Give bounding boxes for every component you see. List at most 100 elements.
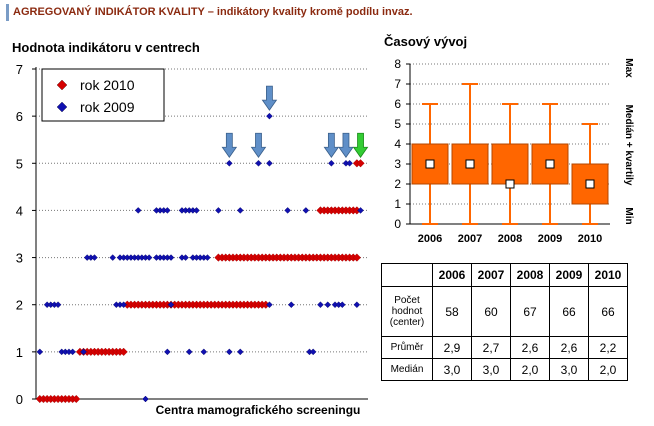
point-2009	[226, 160, 233, 167]
point-2009	[145, 254, 153, 261]
y-tick-label: 0	[16, 392, 23, 407]
arrow-marker	[261, 85, 278, 111]
table-row: Průměr 2,9 2,7 2,6 2,6 2,2	[381, 336, 628, 359]
row-label: Medián	[381, 358, 433, 381]
table-cell: 66	[549, 286, 589, 337]
table-cell: 67	[510, 286, 550, 337]
box	[491, 143, 529, 185]
point-2010	[356, 159, 365, 168]
point-2009	[167, 254, 175, 261]
right-axis-label: Medián + kvartily	[623, 105, 634, 186]
point-2009	[302, 207, 310, 214]
point-2009	[200, 348, 208, 356]
legend-box	[41, 68, 165, 122]
median-marker	[545, 159, 555, 169]
table-cell: 2,7	[471, 336, 511, 359]
legend-marker	[56, 101, 68, 113]
arrow-marker	[221, 132, 238, 158]
table-cell: 3,0	[471, 358, 511, 381]
table-header-cell: 2010	[588, 263, 628, 287]
point-2009	[164, 348, 171, 356]
point-2009	[255, 160, 262, 167]
y-tick-label: 6	[16, 109, 23, 124]
point-2009	[91, 254, 98, 261]
table-cell: 2,0	[588, 358, 628, 381]
x-axis-label: Centra mamografického screeningu	[156, 403, 361, 417]
point-2009	[215, 207, 222, 214]
point-2009	[134, 207, 142, 214]
point-2009	[80, 348, 87, 356]
legend-marker	[56, 79, 68, 91]
y-tick-label: 5	[394, 117, 401, 131]
x-tick-label: 2010	[578, 233, 602, 245]
table-header-cell	[381, 263, 433, 287]
point-2009	[346, 160, 353, 167]
table-cell: 60	[471, 286, 511, 337]
right-axis-label: Max	[623, 58, 634, 78]
y-tick-label: 0	[394, 217, 401, 231]
table-cell: 2,0	[510, 358, 550, 381]
y-tick-label: 7	[16, 62, 23, 77]
point-2009	[164, 207, 171, 214]
median-marker	[505, 179, 515, 189]
median-marker	[585, 179, 595, 189]
point-2009	[226, 348, 233, 356]
point-2009	[204, 254, 211, 261]
point-2009	[193, 207, 200, 214]
y-tick-label: 2	[16, 298, 23, 313]
left-chart-title: Hodnota indikátoru v centrech	[12, 40, 200, 55]
point-2009	[324, 301, 332, 308]
page-header: AGREGOVANÝ INDIKÁTOR KVALITY – indikátor…	[6, 4, 613, 21]
y-tick-label: 2	[394, 177, 401, 191]
point-2009	[36, 348, 44, 356]
box	[451, 143, 489, 185]
y-tick-label: 4	[394, 137, 401, 151]
stats-table-header: 2006 2007 2008 2009 2010	[381, 263, 628, 287]
point-2009	[328, 160, 335, 167]
table-cell: 66	[588, 286, 628, 337]
legend-label: rok 2009	[80, 99, 135, 115]
arrow-marker	[323, 132, 340, 158]
point-2009	[69, 348, 76, 356]
y-tick-label: 5	[16, 156, 23, 171]
arrow-marker	[338, 132, 354, 158]
x-tick-label: 2007	[458, 233, 482, 245]
table-row: Medián 3,0 3,0 2,0 3,0 2,0	[381, 358, 628, 381]
point-2009	[236, 207, 244, 214]
table-cell: 2,6	[549, 336, 589, 359]
y-tick-label: 8	[394, 57, 401, 71]
table-row: Počet hodnot (center) 58 60 67 66 66	[381, 286, 628, 337]
point-2009	[266, 160, 273, 167]
point-2009	[339, 301, 346, 308]
y-tick-label: 7	[394, 77, 401, 91]
point-2009	[54, 301, 62, 308]
y-tick-label: 3	[394, 157, 401, 171]
median-marker	[465, 159, 475, 169]
x-tick-label: 2008	[498, 233, 522, 245]
y-tick-label: 6	[394, 97, 401, 111]
point-2009	[266, 112, 273, 120]
point-2010	[119, 347, 128, 356]
point-2010	[352, 253, 361, 262]
x-tick-label: 2006	[418, 233, 442, 245]
x-tick-label: 2009	[538, 233, 562, 245]
point-2009	[185, 348, 193, 356]
point-2009	[317, 301, 324, 308]
legend-label: rok 2010	[80, 77, 135, 93]
y-tick-label: 1	[16, 345, 23, 360]
table-cell: 2,2	[588, 336, 628, 359]
point-2009	[167, 301, 175, 308]
y-tick-label: 4	[16, 203, 23, 218]
y-tick-label: 3	[16, 251, 23, 266]
stats-table: 2006 2007 2008 2009 2010 Počet hodnot (c…	[381, 263, 628, 381]
arrow-marker	[250, 132, 267, 158]
point-2009	[357, 207, 364, 214]
point-2009	[236, 348, 244, 356]
median-marker	[425, 159, 435, 169]
table-header-cell: 2006	[432, 263, 472, 287]
table-header-cell: 2008	[510, 263, 550, 287]
point-2010	[72, 394, 81, 404]
y-tick-label: 1	[394, 197, 401, 211]
right-axis-label: Min	[623, 207, 634, 224]
